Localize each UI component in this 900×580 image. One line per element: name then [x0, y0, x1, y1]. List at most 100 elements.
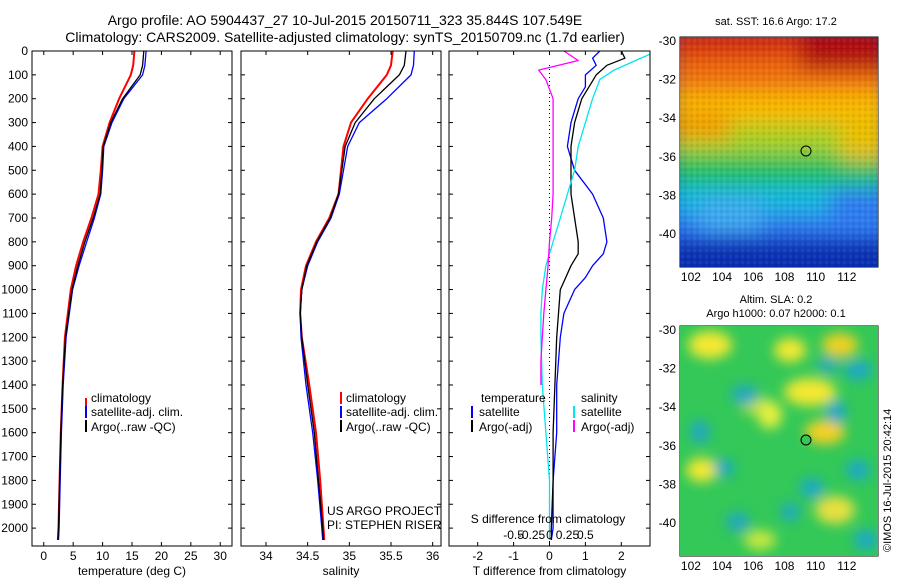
series-line-climatology [56, 51, 136, 541]
sla-map-title: Altim. SLA: 0.2 [740, 294, 813, 306]
temperature-legend: climatology satellite-adj. clim. Argo(..… [85, 391, 183, 434]
x-tick-label: -2 [472, 549, 483, 563]
sla-map: Altim. SLA: 0.2 Argo h1000: 0.07 h2000: … [680, 294, 894, 556]
x-tick-label: 35 [343, 549, 357, 563]
map-y-tick-label: -32 [659, 362, 677, 376]
x-tick-label: 35.5 [379, 549, 403, 563]
x-axis-label: temperature (deg C) [78, 564, 186, 578]
temperature-panel [56, 51, 147, 541]
y-tick-label: 1800 [1, 473, 28, 487]
map-y-tick-label: -40 [659, 227, 677, 241]
y-tick-label: 200 [8, 92, 28, 106]
argo-location-marker [800, 434, 812, 446]
sst-map: sat. SST: 16.6 Argo: 17.2 [680, 16, 878, 267]
x-tick-label: 34 [259, 549, 273, 563]
x-tick-label: 1 [582, 549, 589, 563]
map-x-tick-label: 110 [806, 270, 825, 284]
x-tick-label: 30 [214, 549, 228, 563]
project-annotation: US ARGO PROJECT [327, 504, 442, 518]
y-tick-label: 900 [8, 259, 28, 273]
y-tick-label: 1700 [1, 450, 28, 464]
map-y-tick-label: -38 [659, 188, 677, 202]
salinity-panel [299, 51, 415, 541]
x-tick-label: 34.5 [296, 549, 320, 563]
y-tick-label: 1900 [1, 497, 28, 511]
x-tick-label: 0 [546, 549, 553, 563]
s-difference-label: S difference from climatology [471, 512, 626, 526]
y-tick-label: 1000 [1, 283, 28, 297]
y-tick-label: 1500 [1, 402, 28, 416]
y-tick-label: 100 [8, 68, 28, 82]
salinity-legend: climatology satellite-adj. clim. Argo(..… [327, 391, 442, 532]
y-tick-label: 1200 [1, 330, 28, 344]
map-y-tick-label: -30 [659, 323, 677, 337]
y-tick-label: 1100 [2, 306, 28, 320]
legend-label: satellite [479, 405, 520, 419]
y-tick-label: 800 [8, 235, 28, 249]
sla-map-subtitle: Argo h1000: 0.07 h2000: 0.1 [706, 308, 845, 320]
map-x-tick-label: 110 [806, 559, 825, 573]
s-tick-label: 0 [546, 528, 553, 542]
legend-label: climatology [346, 391, 406, 405]
map-y-tick-label: -40 [659, 516, 677, 530]
y-tick-label: 500 [8, 163, 28, 177]
legend-label: satellite-adj. clim. [346, 405, 438, 419]
sla-base [680, 326, 878, 556]
map-y-tick-label: -36 [659, 439, 677, 453]
title-line2: Climatology: CARS2009. Satellite-adjuste… [65, 29, 625, 45]
x-tick-label: 15 [125, 549, 139, 563]
map-y-tick-label: -34 [659, 400, 677, 414]
y-tick-label: 1300 [1, 354, 28, 368]
s-tick-label: -0.5 [503, 528, 524, 542]
legend-label: climatology [91, 391, 151, 405]
map-x-tick-label: 104 [712, 270, 732, 284]
sst-map-field [680, 37, 878, 267]
difference-panel [538, 51, 650, 546]
legend-label: Argo(-adj) [581, 420, 634, 434]
map-y-tick-label: -38 [659, 477, 677, 491]
map-x-tick-label: 106 [743, 559, 763, 573]
y-tick-label: 700 [8, 211, 28, 225]
map-y-tick-label: -36 [659, 150, 677, 164]
legend-label: Argo(..raw -QC) [346, 420, 431, 434]
s-tick-label: 0.5 [577, 528, 594, 542]
y-tick-label: 600 [8, 187, 28, 201]
map-x-tick-label: 102 [681, 559, 701, 573]
x-axis-label: T difference from climatology [473, 564, 627, 578]
series-line-argo-raw-qc [299, 51, 407, 541]
map-y-tick-label: -30 [659, 34, 677, 48]
series-line-climatology [299, 51, 394, 541]
x-tick-label: 0 [40, 549, 47, 563]
map-x-tick-label: 112 [837, 559, 856, 573]
x-axis-label: salinity [323, 564, 360, 578]
x-tick-label: -1 [508, 549, 519, 563]
panel-frame [240, 50, 442, 547]
map-y-tick-label: -34 [659, 111, 677, 125]
legend-heading-salinity: salinity [581, 391, 618, 405]
y-tick-label: 1400 [1, 378, 28, 392]
legend-label: Argo(..raw -QC) [91, 420, 176, 434]
y-tick-label: 2000 [1, 521, 28, 535]
series-line-t-argo-adj [550, 51, 626, 540]
map-x-tick-label: 108 [774, 559, 794, 573]
y-tick-label: 1600 [1, 426, 28, 440]
x-tick-label: 10 [96, 549, 110, 563]
y-tick-label: 300 [8, 116, 28, 130]
x-tick-label: 5 [70, 549, 77, 563]
map-x-tick-label: 112 [837, 270, 856, 284]
map-x-tick-label: 106 [743, 270, 763, 284]
series-line-argo-raw-qc [57, 51, 145, 541]
series-line-s-satellite [540, 53, 650, 540]
series-line-t-satellite [550, 51, 608, 541]
legend-label: satellite-adj. clim. [91, 405, 183, 419]
y-tick-label: 400 [8, 139, 28, 153]
legend-label: Argo(-adj) [479, 420, 532, 434]
map-x-tick-label: 104 [712, 559, 732, 573]
legend-label: satellite [581, 405, 622, 419]
pi-annotation: PI: STEPHEN RISER [327, 518, 442, 532]
map-x-tick-label: 108 [774, 270, 794, 284]
series-line-s-argo-adj [538, 51, 579, 385]
title-line1: Argo profile: AO 5904437_27 10-Jul-2015 … [108, 12, 583, 28]
legend-heading-temperature: temperature [481, 391, 546, 405]
